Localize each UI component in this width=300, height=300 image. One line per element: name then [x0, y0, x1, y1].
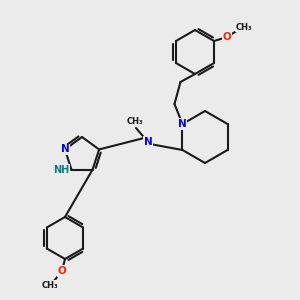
- Text: N: N: [178, 119, 187, 129]
- Text: CH₃: CH₃: [236, 22, 252, 32]
- Text: CH₃: CH₃: [42, 280, 58, 290]
- Text: O: O: [58, 266, 66, 276]
- Text: CH₃: CH₃: [127, 116, 143, 125]
- Text: O: O: [223, 32, 231, 42]
- Text: NH: NH: [53, 165, 69, 175]
- Text: N: N: [144, 137, 152, 147]
- Text: N: N: [61, 144, 69, 154]
